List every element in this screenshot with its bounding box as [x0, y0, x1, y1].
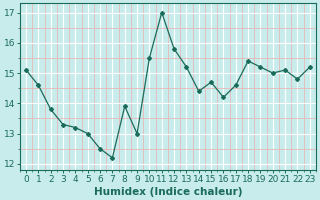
X-axis label: Humidex (Indice chaleur): Humidex (Indice chaleur) [94, 187, 242, 197]
